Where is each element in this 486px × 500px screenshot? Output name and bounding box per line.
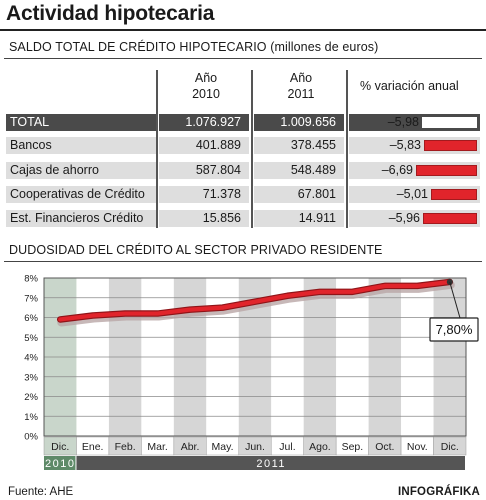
variation-bar [422, 117, 477, 128]
value-2010: 15.856 [159, 210, 249, 227]
variation-label: –5,98 [387, 115, 419, 129]
table-row: Est. Financieros Crédito 15.856 14.911 –5,9… [6, 210, 480, 227]
title-rule [0, 29, 486, 31]
year-label: 2010 [45, 458, 75, 470]
mortgage-table: Año 2010 Año 2011 % variación anual TOTA… [6, 64, 480, 232]
variation-cell: –5,96 [349, 210, 480, 227]
header-variation: % variación anual [360, 79, 459, 93]
header-2010-line2: 2010 [192, 87, 220, 101]
variation-cell: –6,69 [349, 162, 480, 179]
brand-logo-text: INFOGRÁFIKA [397, 486, 480, 498]
value-2010: 401.889 [159, 137, 249, 154]
value-2010: 1.076.927 [159, 114, 249, 131]
entity-name: Cooperativas de Crédito [6, 186, 156, 203]
y-tick-label: 4% [24, 353, 38, 364]
page-title: Actividad hipotecaria [6, 2, 215, 25]
value-2011: 67.801 [254, 186, 344, 203]
variation-label: –5,96 [388, 211, 420, 225]
column-separator [156, 70, 158, 228]
value-2010: 71.378 [159, 186, 249, 203]
y-tick-label: 3% [24, 372, 38, 383]
y-tick-label: 6% [24, 313, 38, 324]
column-separator [251, 70, 253, 228]
header-2011-line2: 2011 [287, 87, 315, 101]
header-2010: Año 2010 [166, 70, 246, 102]
value-2011: 548.489 [254, 162, 344, 179]
year-label: 2011 [256, 458, 286, 470]
x-tick-label: Jun. [245, 441, 265, 453]
value-2011: 1.009.656 [254, 114, 344, 131]
year-band [44, 456, 76, 470]
variation-cell: –5,98 [349, 114, 480, 131]
x-tick-label: Dic. [441, 441, 459, 453]
x-tick-label: Nov. [407, 441, 428, 453]
category-cell [433, 436, 467, 456]
y-tick-label: 1% [24, 412, 38, 423]
chart-section-rule [4, 261, 482, 262]
plot-frame [43, 277, 467, 437]
x-tick-label: Jul. [279, 441, 295, 453]
variation-label: –6,69 [381, 163, 413, 177]
chart-section-title: DUDOSIDAD DEL CRÉDITO AL SECTOR PRIVADO … [9, 243, 383, 257]
x-tick-label: Ene. [82, 441, 104, 453]
value-callout-label: 7,80% [436, 322, 473, 337]
x-tick-label: Abr. [181, 441, 200, 453]
y-tick-label: 2% [24, 392, 38, 403]
delinquency-line-chart: 0% 1% 2% 3% 4% 5% 6% 7% 8% Dic. Ene. Feb. Mar. Abr. Ma… [24, 274, 479, 470]
variation-bar [431, 189, 477, 200]
variation-cell: –5,01 [349, 186, 480, 203]
table-row: Cajas de ahorro 587.804 548.489 –6,69 [6, 162, 480, 179]
y-tick-label: 5% [24, 333, 38, 344]
entity-name: TOTAL [6, 114, 156, 131]
entity-name: Cajas de ahorro [6, 162, 156, 179]
callout-leader [449, 281, 461, 319]
table-row-total: TOTAL 1.076.927 1.009.656 –5,98 [6, 114, 480, 131]
x-tick-label: Dic. [51, 441, 69, 453]
x-tick-label: Feb. [115, 441, 136, 453]
value-2011: 378.455 [254, 137, 344, 154]
y-tick-label: 0% [24, 432, 38, 443]
entity-name: Est. Financieros Crédito [6, 210, 156, 227]
header-2011-line1: Año [289, 71, 313, 85]
y-tick-label: 8% [24, 274, 38, 285]
value-2011: 14.911 [254, 210, 344, 227]
variation-label: –5,83 [389, 138, 421, 152]
table-row: Cooperativas de Crédito 71.378 67.801 –5,01 [6, 186, 480, 203]
y-tick-label: 7% [24, 293, 38, 304]
table-section-rule [4, 58, 482, 59]
variation-bar [424, 140, 477, 151]
entity-name: Bancos [6, 137, 156, 154]
value-2010: 587.804 [159, 162, 249, 179]
table-section-title: SALDO TOTAL DE CRÉDITO HIPOTECARIO (mill… [9, 40, 379, 54]
x-tick-label: Ago. [309, 441, 331, 453]
variation-label: –5,01 [396, 187, 428, 201]
header-2011: Año 2011 [261, 70, 341, 102]
variation-cell: –5,83 [349, 137, 480, 154]
year-band [76, 456, 465, 470]
x-tick-label: Sep. [342, 441, 364, 453]
x-tick-label: Mar. [147, 441, 167, 453]
table-row: Bancos 401.889 378.455 –5,83 [6, 137, 480, 154]
x-tick-label: Oct. [375, 441, 394, 453]
variation-bar [416, 165, 477, 176]
source-note: Fuente: AHE [8, 486, 74, 498]
variation-bar [423, 213, 477, 224]
column-separator [346, 70, 348, 228]
header-2010-line1: Año [194, 71, 218, 85]
value-callout-box [429, 317, 479, 342]
x-tick-label: May. [212, 441, 234, 453]
